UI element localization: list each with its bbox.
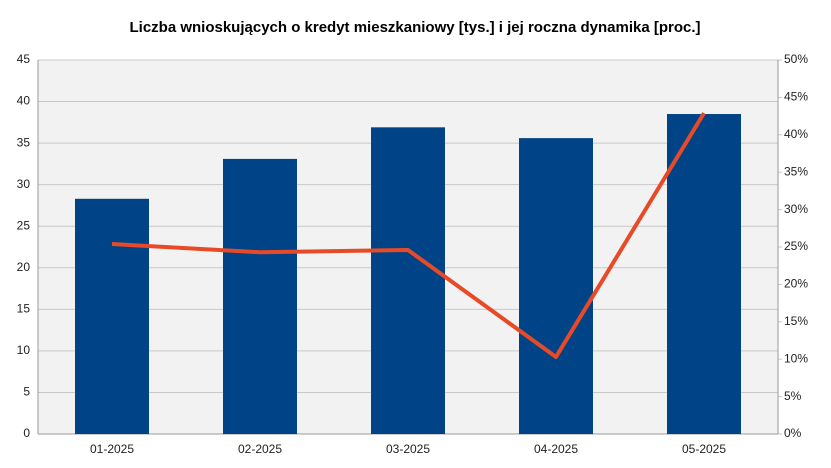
x-tick-label: 05-2025	[682, 442, 726, 456]
y2-tick-label: 5%	[784, 389, 802, 403]
y-tick-label: 5	[23, 385, 30, 399]
bar	[223, 158, 297, 434]
y2-tick-label: 25%	[784, 239, 808, 253]
y2-tick-label: 10%	[784, 351, 808, 365]
bar	[667, 114, 741, 435]
y2-tick-label: 35%	[784, 164, 808, 178]
y-tick-label: 10	[17, 343, 31, 357]
x-tick-label: 03-2025	[386, 442, 430, 456]
y2-tick-label: 30%	[784, 202, 808, 216]
x-tick-label: 02-2025	[238, 442, 282, 456]
y2-tick-label: 0%	[784, 426, 802, 440]
y-tick-label: 15	[17, 302, 31, 316]
y2-tick-label: 15%	[784, 314, 808, 328]
y2-tick-label: 50%	[784, 52, 808, 66]
y-tick-label: 40	[17, 94, 31, 108]
x-tick-label: 04-2025	[534, 442, 578, 456]
y-tick-label: 30	[17, 177, 31, 191]
bar	[519, 138, 593, 434]
y2-tick-label: 20%	[784, 277, 808, 291]
y-tick-label: 35	[17, 135, 31, 149]
chart-title: Liczba wnioskujących o kredyt mieszkanio…	[129, 19, 700, 36]
y2-tick-label: 45%	[784, 90, 808, 104]
y2-tick-label: 40%	[784, 127, 808, 141]
y-tick-label: 20	[17, 260, 31, 274]
x-tick-label: 01-2025	[90, 442, 134, 456]
bar	[75, 198, 149, 434]
y-tick-label: 0	[23, 426, 30, 440]
y-tick-label: 25	[17, 218, 31, 232]
y-tick-label: 45	[17, 52, 31, 66]
bar	[371, 127, 445, 434]
line	[111, 112, 706, 359]
